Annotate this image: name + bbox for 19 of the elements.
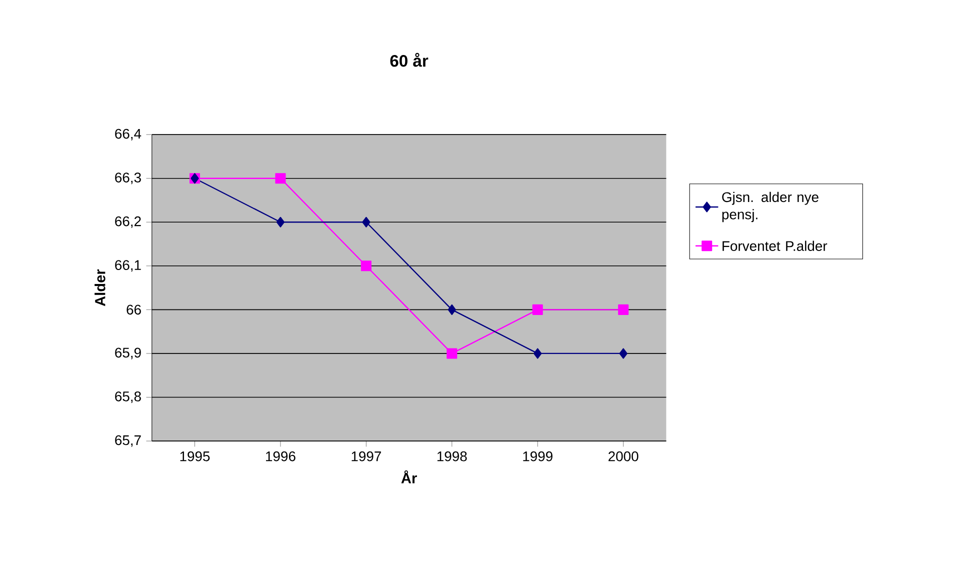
x-tick-label: 1997 xyxy=(352,451,381,462)
x-tick-label: 1999 xyxy=(523,451,552,462)
y-tick-label: 65,8 xyxy=(115,391,141,403)
y-tick-label: 66,1 xyxy=(115,260,141,272)
y-tick-label: 66,2 xyxy=(115,216,141,228)
legend-label: Gjsn. alder nye pensj. xyxy=(722,192,818,222)
y-axis-title: Alder xyxy=(94,269,106,306)
x-axis-title: År xyxy=(401,470,417,484)
y-tick-label: 65,9 xyxy=(115,348,141,360)
chart-title: 60 år xyxy=(390,52,428,67)
y-tick-label: 66,3 xyxy=(115,172,141,184)
x-tick-label: 1996 xyxy=(266,451,296,462)
y-tick-label: 65,7 xyxy=(115,435,141,447)
x-tick-label: 2000 xyxy=(608,451,638,462)
x-tick-label: 1998 xyxy=(437,451,467,462)
y-tick-label: 66 xyxy=(126,304,141,314)
x-tick-label: 1995 xyxy=(180,451,210,462)
legend-label: Forventet P.alder xyxy=(722,240,828,251)
y-tick-label: 66,4 xyxy=(115,128,142,140)
